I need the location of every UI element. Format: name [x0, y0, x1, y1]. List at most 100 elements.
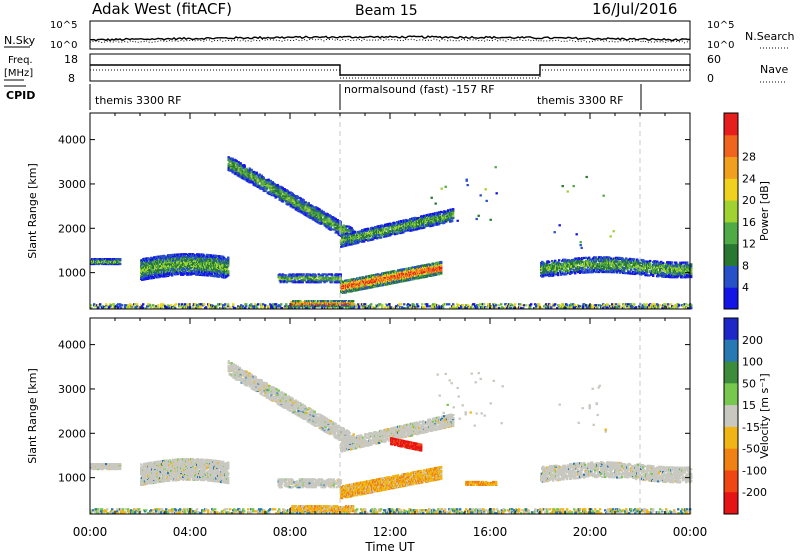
echo-cell — [363, 240, 366, 243]
echo-cell — [251, 181, 254, 184]
echo-cell — [181, 303, 184, 306]
echo-cell — [302, 273, 305, 276]
echo-cell — [298, 203, 301, 206]
echo-cell — [204, 271, 207, 274]
echo-cell — [400, 303, 403, 306]
echo-cell — [248, 167, 251, 170]
echo-cell — [393, 221, 396, 224]
echo-cell — [344, 226, 347, 229]
echo-cell — [279, 305, 282, 308]
echo-cell — [246, 177, 249, 180]
echo-cell — [99, 303, 102, 306]
echo-cell — [367, 232, 370, 235]
echo-cell — [210, 254, 213, 257]
echo-cell — [170, 304, 173, 307]
echo-cell — [369, 235, 372, 238]
echo-cell — [180, 273, 183, 276]
echo-cell — [150, 306, 153, 309]
echo-cell — [413, 224, 416, 228]
echo-cell — [218, 263, 221, 267]
echo-cell — [343, 233, 346, 236]
echo-cell — [293, 279, 296, 282]
echo-cell — [426, 303, 429, 306]
echo-cell — [402, 231, 405, 234]
echo-cell — [529, 306, 532, 309]
echo-cell — [270, 183, 273, 186]
echo-cell — [384, 231, 387, 234]
cpid-label: CPID — [6, 89, 35, 102]
echo-cell — [299, 197, 302, 200]
echo-cell — [361, 229, 364, 232]
echo-cell — [250, 170, 253, 173]
station-title: Adak West (fitACF) — [92, 0, 232, 18]
echo-cell — [525, 304, 528, 307]
echo-cell — [264, 189, 267, 192]
echo-cell — [190, 256, 193, 259]
echo-cell — [336, 226, 339, 229]
echo-cell — [320, 209, 323, 212]
echo-cell — [172, 257, 175, 260]
echo-cell — [406, 219, 409, 222]
echo-cell — [245, 303, 248, 306]
echo-cell — [227, 260, 230, 263]
echo-cell — [198, 253, 201, 256]
echo-cell — [235, 159, 238, 163]
echo-cell — [165, 255, 168, 258]
echo-cell — [302, 199, 305, 202]
echo-cell — [445, 220, 448, 223]
echo-cell — [185, 253, 188, 256]
echo-cell — [267, 178, 270, 181]
echo-cell — [147, 272, 150, 275]
echo-cell — [320, 220, 323, 223]
echo-cell — [200, 257, 203, 260]
echo-cell — [203, 303, 206, 306]
echo-cell — [286, 189, 289, 192]
echo-cell — [365, 235, 368, 239]
nave-label: Nave — [760, 63, 788, 76]
echo-cell — [448, 214, 451, 217]
nave-trace — [90, 69, 690, 79]
echo-cell — [177, 253, 180, 256]
echo-cell — [302, 203, 305, 206]
freq-label: Freq. — [8, 55, 33, 66]
echo-cell — [348, 233, 351, 236]
nsearch-tick-high: 10^5 — [707, 20, 734, 31]
echo-cell — [451, 220, 454, 223]
echo-cell — [318, 208, 321, 211]
echo-cell — [147, 277, 150, 280]
echo-cell — [514, 303, 517, 306]
echo-cell — [240, 168, 243, 171]
echo-cell — [438, 216, 441, 219]
echo-cell — [158, 269, 161, 272]
echo-cell — [443, 221, 446, 224]
echo-cell — [453, 305, 456, 308]
echo-cell — [291, 192, 294, 195]
echo-cell — [376, 233, 379, 236]
echo-cell — [151, 258, 154, 261]
echo-cell — [395, 231, 398, 234]
echo-cell — [314, 274, 317, 277]
echo-cell — [415, 222, 418, 225]
echo-cell — [403, 303, 406, 306]
echo-cell — [143, 276, 146, 279]
echo-cell — [432, 224, 435, 227]
echo-cell — [341, 243, 344, 246]
echo-cell — [388, 226, 391, 229]
echo-cell — [382, 229, 385, 232]
echo-cell — [215, 254, 218, 257]
echo-cell — [248, 171, 251, 174]
echo-cell — [245, 167, 248, 170]
echo-cell — [439, 213, 442, 216]
echo-cell — [452, 210, 455, 213]
nave-tick-low: 0 — [707, 72, 714, 85]
echo-cell — [236, 162, 239, 165]
echo-cell — [290, 277, 293, 280]
echo-cell — [231, 157, 234, 160]
echo-cell — [308, 208, 311, 211]
echo-cell — [332, 228, 335, 231]
echo-cell — [549, 304, 552, 307]
echo-cell — [172, 253, 175, 256]
echo-cell — [441, 218, 444, 221]
nsearch-label: N.Search — [745, 30, 795, 43]
echo-cell — [302, 205, 305, 208]
